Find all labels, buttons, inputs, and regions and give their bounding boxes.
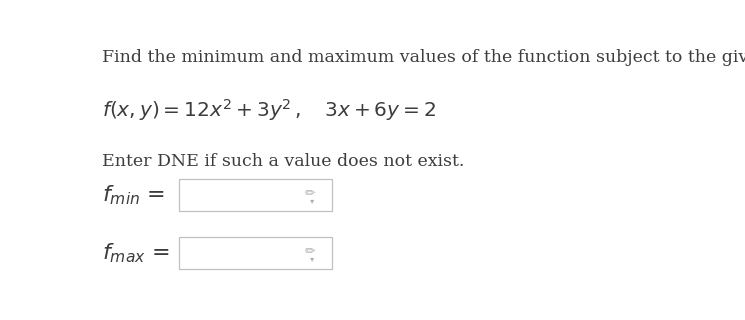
Text: ▾: ▾: [311, 196, 314, 205]
Text: ▾: ▾: [311, 254, 314, 263]
Text: $f_{min}$ =: $f_{min}$ =: [102, 183, 165, 207]
FancyBboxPatch shape: [179, 237, 332, 269]
Text: ✏: ✏: [305, 245, 315, 258]
Text: $f_{max}$ =: $f_{max}$ =: [102, 241, 170, 265]
Text: Find the minimum and maximum values of the function subject to the given constra: Find the minimum and maximum values of t…: [102, 50, 745, 67]
Text: Enter DNE if such a value does not exist.: Enter DNE if such a value does not exist…: [102, 153, 464, 170]
Text: ✏: ✏: [305, 187, 315, 200]
FancyBboxPatch shape: [179, 179, 332, 211]
Text: $f(x, y) = 12x^2 + 3y^2\,$$,\quad 3x + 6y = 2$: $f(x, y) = 12x^2 + 3y^2\,$$,\quad 3x + 6…: [102, 98, 436, 124]
